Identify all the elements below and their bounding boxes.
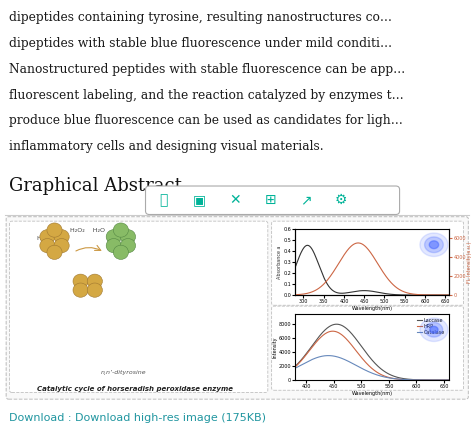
HRP	[387, 375, 393, 380]
Laccase	[433, 377, 438, 383]
Laccase	[292, 364, 298, 369]
FancyBboxPatch shape	[146, 186, 400, 214]
Polygon shape	[425, 323, 443, 337]
Text: dipeptides containing tyrosine, resulting nanostructures co…: dipeptides containing tyrosine, resultin…	[9, 11, 392, 24]
Y-axis label: Intensity: Intensity	[272, 336, 277, 358]
HRP	[447, 377, 452, 383]
Circle shape	[40, 230, 55, 244]
Polygon shape	[420, 233, 448, 256]
Text: ▣: ▣	[192, 193, 206, 207]
Text: inflammatory cells and designing visual materials.: inflammatory cells and designing visual …	[9, 140, 323, 153]
Text: ⚙: ⚙	[335, 193, 347, 207]
Legend: Laccase, HRP, Catalase: Laccase, HRP, Catalase	[416, 316, 447, 336]
HRP	[423, 377, 428, 383]
Circle shape	[106, 239, 121, 253]
HRP	[292, 364, 298, 369]
HRP	[384, 374, 390, 380]
Text: ↗: ↗	[300, 193, 311, 207]
Line: HRP: HRP	[295, 331, 449, 380]
Line: Catalase: Catalase	[295, 356, 449, 380]
Text: Catalytic cycle of horseradish peroxidase enzyme: Catalytic cycle of horseradish peroxidas…	[37, 386, 233, 392]
Catalase	[423, 377, 428, 383]
Text: dipeptides with stable blue fluorescence under mild conditi…: dipeptides with stable blue fluorescence…	[9, 37, 392, 50]
Circle shape	[106, 230, 121, 244]
Text: ✕: ✕	[229, 193, 240, 207]
Circle shape	[120, 239, 136, 253]
Catalase	[292, 365, 298, 371]
Polygon shape	[420, 318, 448, 341]
Circle shape	[73, 274, 88, 288]
Catalase	[387, 376, 393, 381]
Laccase	[423, 377, 428, 383]
Polygon shape	[429, 241, 438, 249]
Text: Nanostructured peptides with stable fluorescence can be app…: Nanostructured peptides with stable fluo…	[9, 63, 405, 76]
Circle shape	[113, 245, 128, 259]
Text: HRP: HRP	[36, 236, 49, 242]
FancyBboxPatch shape	[9, 221, 268, 392]
FancyBboxPatch shape	[272, 306, 464, 390]
X-axis label: Wavelength(nm): Wavelength(nm)	[352, 391, 393, 396]
Circle shape	[54, 239, 69, 253]
Polygon shape	[430, 326, 438, 333]
Catalase	[385, 375, 391, 380]
Laccase	[293, 363, 299, 368]
Circle shape	[54, 230, 69, 244]
Text: ⊞: ⊞	[264, 193, 276, 207]
Text: Ⓜ: Ⓜ	[159, 193, 168, 207]
Line: Laccase: Laccase	[295, 324, 449, 380]
Circle shape	[120, 230, 136, 244]
Catalase	[293, 365, 299, 371]
Laccase	[334, 322, 339, 327]
HRP	[385, 374, 391, 380]
Catalase	[326, 353, 331, 358]
Catalase	[447, 377, 452, 383]
Circle shape	[87, 283, 102, 297]
X-axis label: Wavelength(nm): Wavelength(nm)	[352, 306, 393, 311]
Y-axis label: FL Intensity(a.u.): FL Intensity(a.u.)	[467, 241, 473, 283]
Text: fluorescent labeling, and the reaction catalyzed by enzymes t…: fluorescent labeling, and the reaction c…	[9, 89, 403, 101]
Circle shape	[40, 239, 55, 253]
Catalase	[384, 375, 390, 380]
Laccase	[447, 377, 452, 383]
Text: H₂O₂    H₂O: H₂O₂ H₂O	[70, 227, 105, 233]
Circle shape	[73, 283, 88, 297]
Polygon shape	[425, 237, 443, 253]
FancyBboxPatch shape	[6, 217, 468, 399]
Text: Download : Download high-res image (175KB): Download : Download high-res image (175K…	[9, 413, 265, 422]
Circle shape	[113, 223, 128, 237]
Circle shape	[87, 274, 102, 288]
Catalase	[433, 377, 438, 383]
HRP	[293, 364, 299, 369]
Text: Graphical Abstract: Graphical Abstract	[9, 177, 182, 195]
Laccase	[385, 371, 391, 376]
FancyBboxPatch shape	[272, 221, 464, 305]
Y-axis label: Absorbance a: Absorbance a	[277, 245, 282, 279]
Text: produce blue fluorescence can be used as candidates for ligh…: produce blue fluorescence can be used as…	[9, 114, 402, 127]
Laccase	[384, 370, 390, 376]
Text: n,n’-dityrosine: n,n’-dityrosine	[100, 370, 146, 375]
HRP	[330, 328, 336, 334]
HRP	[433, 377, 438, 383]
Circle shape	[47, 245, 62, 259]
Circle shape	[47, 223, 62, 237]
Laccase	[387, 372, 393, 377]
